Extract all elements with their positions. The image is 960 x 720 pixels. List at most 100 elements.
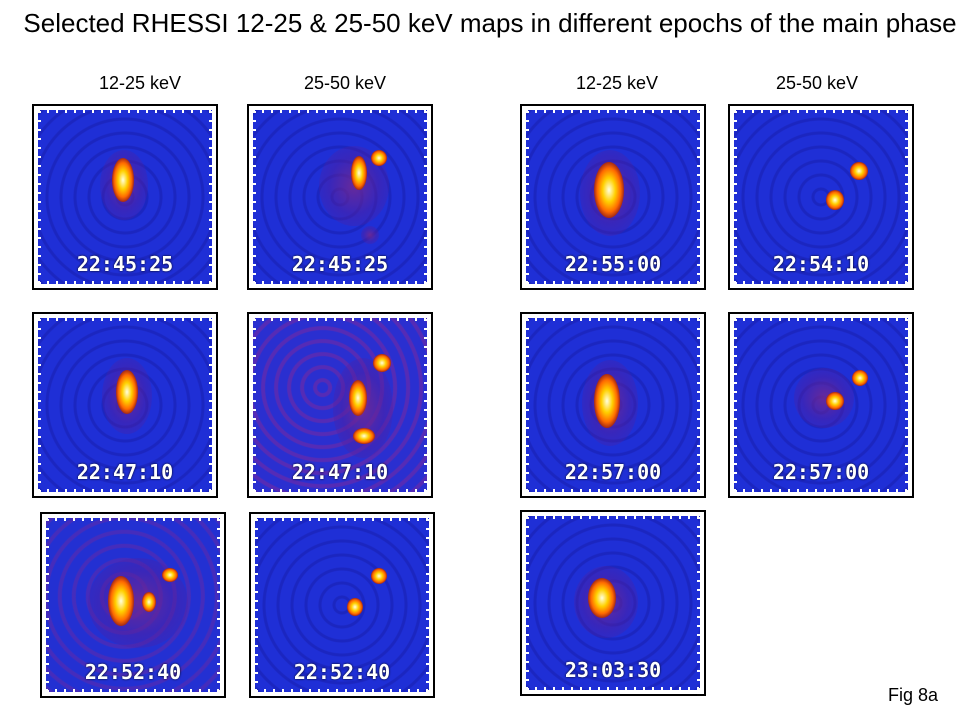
emission-source (594, 162, 624, 218)
axis-ticks-left (38, 318, 41, 492)
rhessi-map (46, 518, 220, 692)
axis-ticks-left (734, 110, 737, 284)
axis-ticks-left (526, 318, 529, 492)
emission-source (142, 592, 156, 612)
axis-ticks-top (526, 516, 700, 519)
emission-source (852, 370, 868, 386)
axis-ticks-right (424, 318, 427, 492)
rhessi-map (734, 318, 908, 492)
time-label: 22:55:00 (564, 252, 662, 276)
time-label: 22:52:40 (293, 660, 391, 684)
time-label: 23:03:30 (564, 658, 662, 682)
axis-ticks-left (734, 318, 737, 492)
axis-ticks-top (255, 518, 429, 521)
axis-ticks-bottom (253, 281, 427, 284)
rhessi-map (734, 110, 908, 284)
column-header-4: 25-50 keV (775, 73, 859, 93)
axis-ticks-top (734, 318, 908, 321)
map-panel-r2c3: 22:57:00 (520, 312, 706, 498)
axis-ticks-left (255, 518, 258, 692)
axis-ticks-top (734, 110, 908, 113)
rhessi-map (526, 516, 700, 690)
emission-source (108, 576, 134, 626)
emission-source (116, 370, 138, 414)
axis-ticks-top (526, 110, 700, 113)
map-panel-r2c4: 22:57:00 (728, 312, 914, 498)
time-label: 22:47:10 (76, 460, 174, 484)
axis-ticks-bottom (255, 689, 429, 692)
time-label: 22:54:10 (772, 252, 870, 276)
emission-source (588, 578, 616, 618)
emission-source (349, 380, 367, 416)
axis-ticks-bottom (526, 687, 700, 690)
emission-source (112, 158, 134, 202)
axis-ticks-right (209, 110, 212, 284)
axis-ticks-top (526, 318, 700, 321)
axis-ticks-bottom (46, 689, 220, 692)
axis-ticks-left (38, 110, 41, 284)
axis-ticks-top (253, 318, 427, 321)
axis-ticks-left (526, 516, 529, 690)
axis-ticks-top (46, 518, 220, 521)
emission-source (594, 374, 620, 428)
axis-ticks-right (905, 110, 908, 284)
time-label: 22:57:00 (772, 460, 870, 484)
time-label: 22:52:40 (84, 660, 182, 684)
emission-source (826, 190, 844, 210)
map-panel-r1c2: 22:45:25 (247, 104, 433, 290)
rhessi-map (38, 318, 212, 492)
axis-ticks-bottom (734, 489, 908, 492)
map-panel-r2c1: 22:47:10 (32, 312, 218, 498)
rhessi-map (38, 110, 212, 284)
map-panel-r3c3: 23:03:30 (520, 510, 706, 696)
axis-ticks-bottom (734, 281, 908, 284)
rhessi-map (526, 110, 700, 284)
axis-ticks-right (697, 516, 700, 690)
time-label: 22:45:25 (291, 252, 389, 276)
axis-ticks-right (209, 318, 212, 492)
axis-ticks-right (697, 110, 700, 284)
emission-source (347, 598, 363, 616)
axis-ticks-left (46, 518, 49, 692)
time-label: 22:47:10 (291, 460, 389, 484)
map-panel-r3c2: 22:52:40 (249, 512, 435, 698)
axis-ticks-right (217, 518, 220, 692)
rhessi-map (253, 318, 427, 492)
emission-source (826, 392, 844, 410)
column-header-2: 25-50 keV (303, 73, 387, 93)
axis-ticks-right (697, 318, 700, 492)
column-header-3: 12-25 keV (575, 73, 659, 93)
emission-source (353, 428, 375, 444)
map-panel-r3c1: 22:52:40 (40, 512, 226, 698)
figure-title: Selected RHESSI 12-25 & 25-50 keV maps i… (23, 8, 957, 38)
axis-ticks-right (905, 318, 908, 492)
rhessi-map (253, 110, 427, 284)
axis-ticks-right (424, 110, 427, 284)
axis-ticks-right (426, 518, 429, 692)
emission-source (373, 354, 391, 372)
map-panel-r1c4: 22:54:10 (728, 104, 914, 290)
map-panel-r2c2: 22:47:10 (247, 312, 433, 498)
rhessi-map (526, 318, 700, 492)
rhessi-map (255, 518, 429, 692)
axis-ticks-top (38, 110, 212, 113)
axis-ticks-top (253, 110, 427, 113)
axis-ticks-top (38, 318, 212, 321)
map-panel-r1c1: 22:45:25 (32, 104, 218, 290)
emission-source (162, 568, 178, 582)
emission-source (371, 150, 387, 166)
emission-halo (794, 368, 854, 428)
column-header-1: 12-25 keV (98, 73, 182, 93)
time-label: 22:45:25 (76, 252, 174, 276)
axis-ticks-bottom (526, 489, 700, 492)
map-panel-r1c3: 22:55:00 (520, 104, 706, 290)
axis-ticks-bottom (526, 281, 700, 284)
emission-source (850, 162, 868, 180)
axis-ticks-bottom (38, 281, 212, 284)
axis-ticks-bottom (38, 489, 212, 492)
emission-source (351, 156, 367, 190)
figure-label: Fig 8a (887, 685, 938, 705)
emission-source (371, 568, 387, 584)
axis-ticks-left (253, 110, 256, 284)
time-label: 22:57:00 (564, 460, 662, 484)
